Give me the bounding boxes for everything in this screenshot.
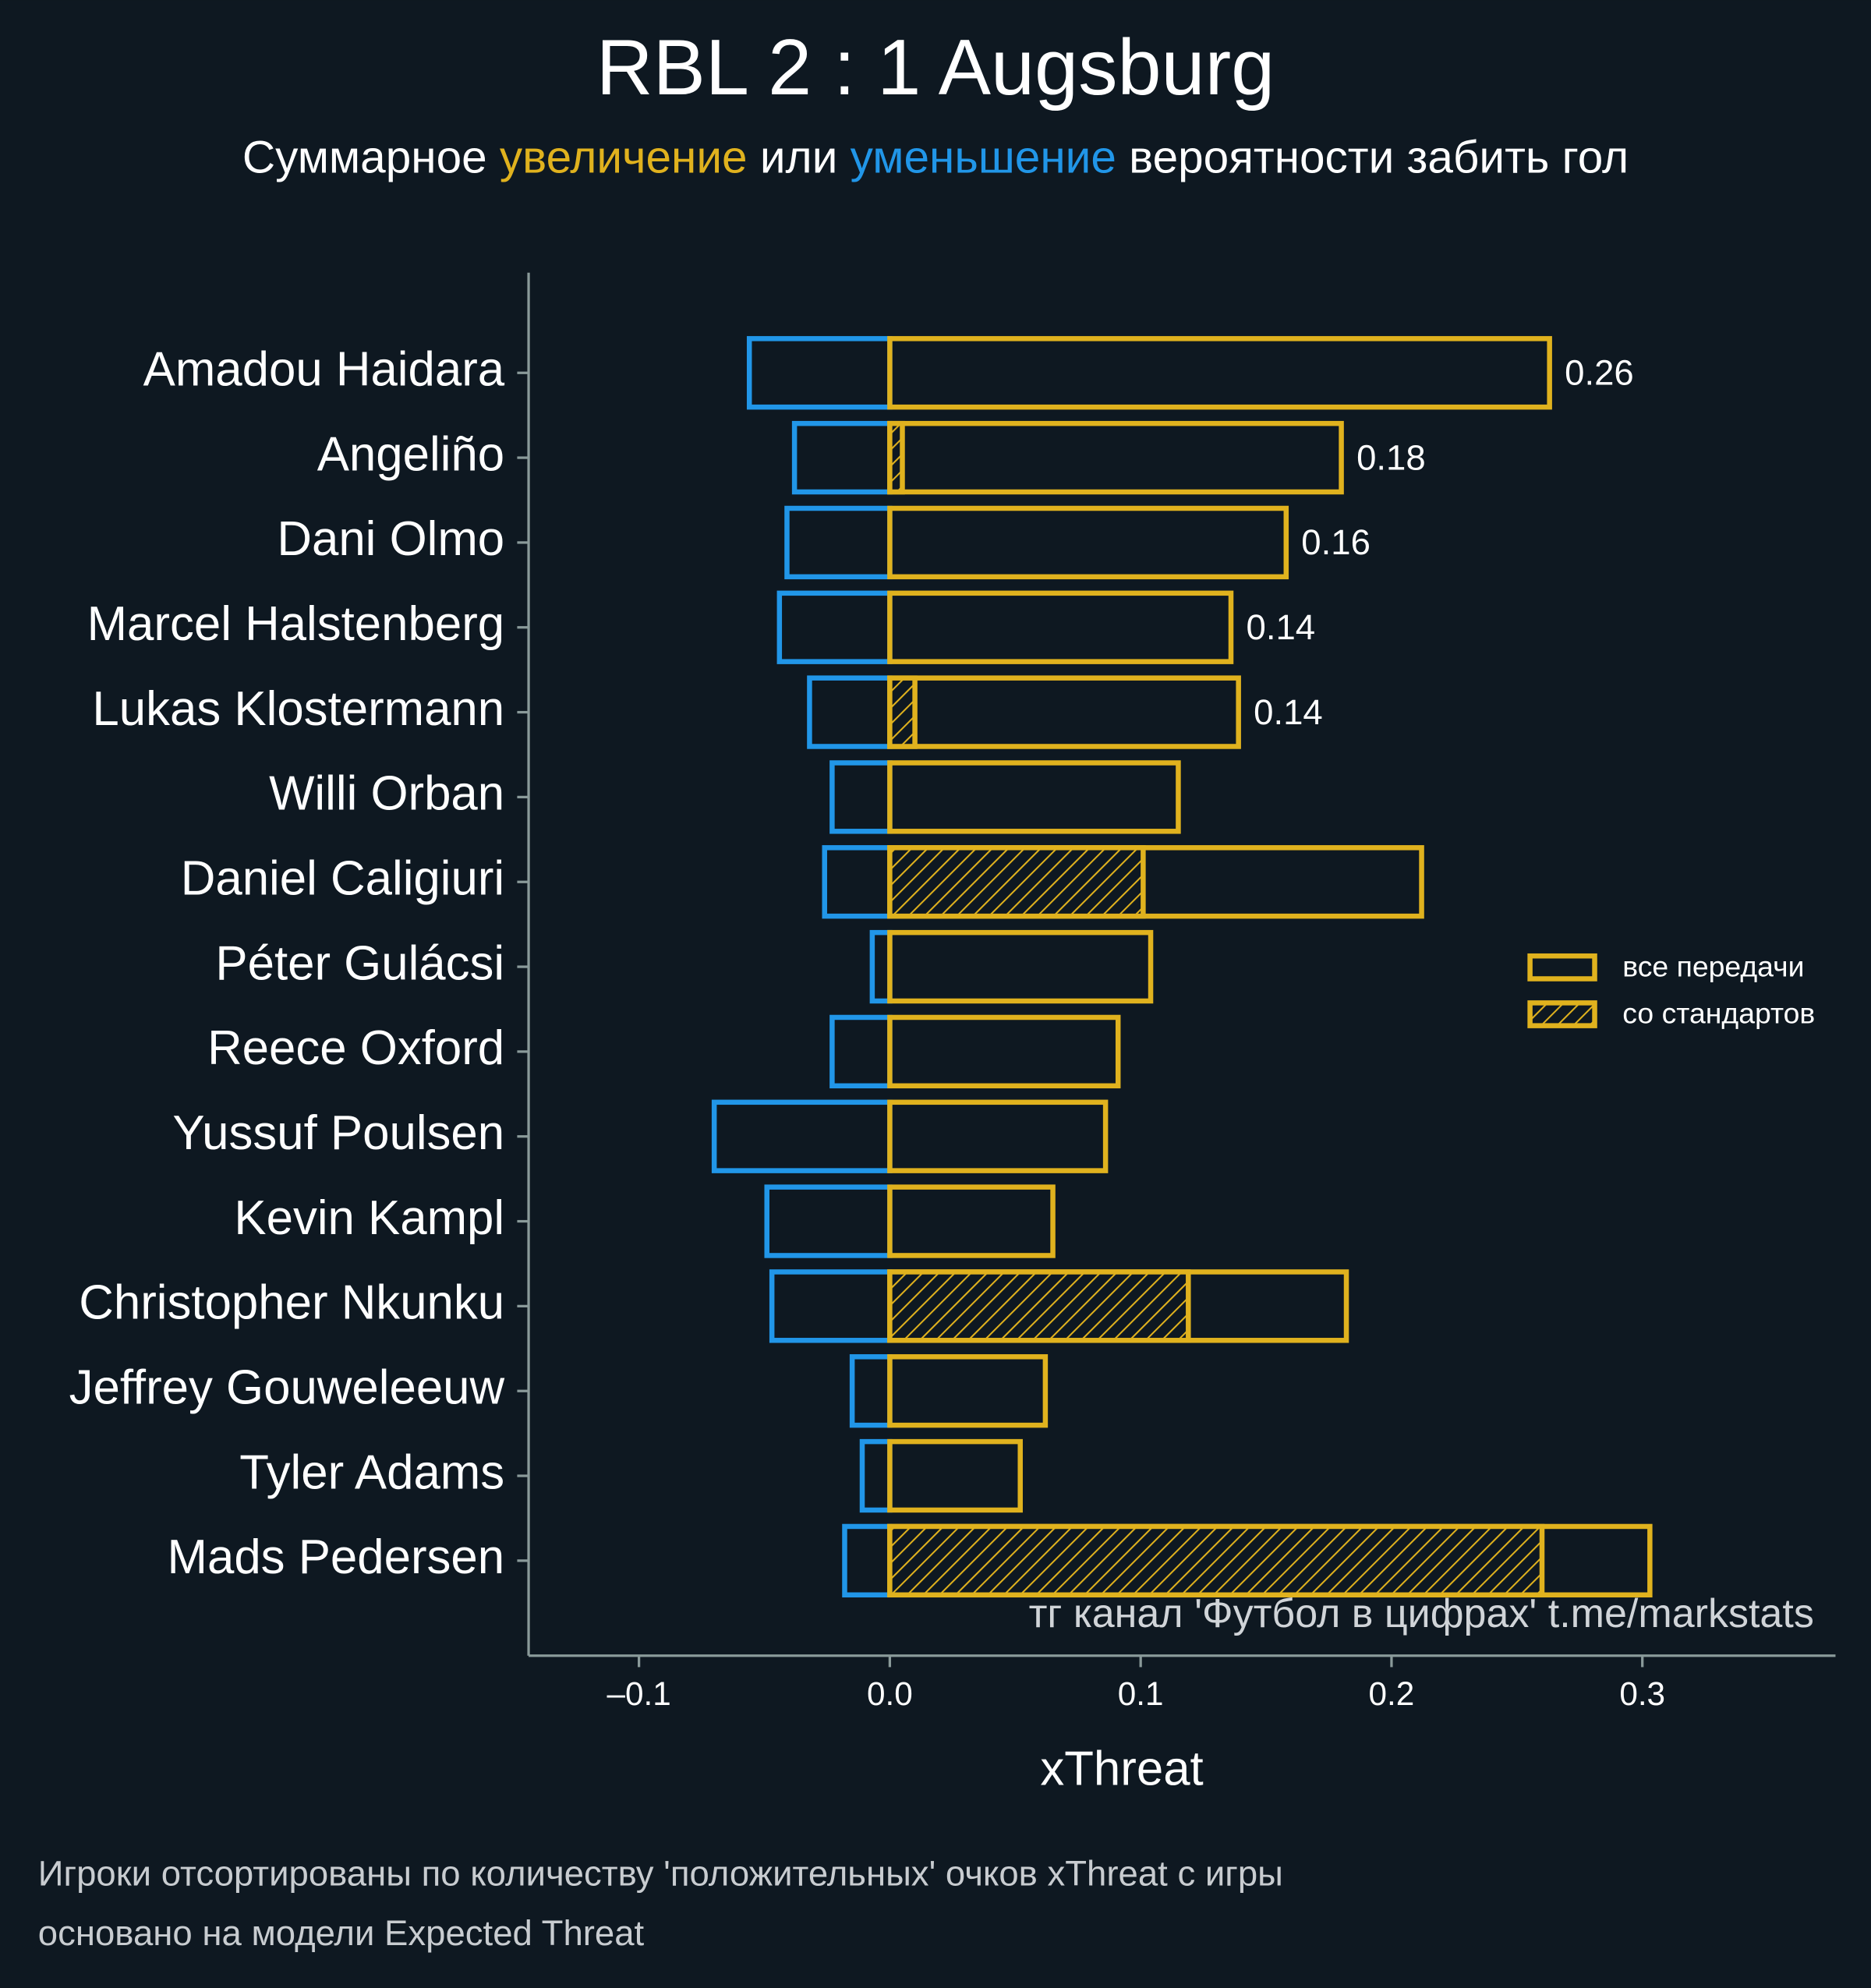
- chart-subtitle: Суммарное увеличение или уменьшение вероятно…: [242, 133, 1629, 183]
- subtitle-part: вероятности забить гол: [1129, 133, 1629, 183]
- y-tick-label: Mads Pedersen: [168, 1530, 505, 1584]
- x-tick-label: 0.2: [1369, 1675, 1415, 1712]
- y-tick-label: Péter Gulácsi: [215, 936, 504, 990]
- bar: [887, 1269, 1191, 1343]
- bar: [887, 336, 1552, 410]
- value-label: 0.14: [1247, 607, 1316, 647]
- y-tick-label: Dani Olmo: [277, 512, 504, 566]
- y-tick-label: Yussuf Poulsen: [172, 1106, 504, 1160]
- value-label: 0.16: [1301, 522, 1371, 562]
- value-label: 0.14: [1254, 692, 1323, 732]
- bar: [887, 760, 1181, 834]
- x-tick-label: 0.3: [1619, 1675, 1665, 1712]
- subtitle-part: Суммарное: [242, 133, 487, 183]
- subtitle-part: уменьшение: [851, 133, 1116, 183]
- x-tick-label: –0.1: [607, 1675, 670, 1712]
- footnote: Игроки отсортированы по количеству 'поло…: [38, 1854, 1283, 1894]
- x-tick-label: 0.1: [1118, 1675, 1164, 1712]
- legend-label: со стандартов: [1622, 997, 1815, 1030]
- footnote: основано на модели Expected Threat: [38, 1913, 645, 1953]
- y-tick-label: Willi Orban: [269, 767, 504, 821]
- bar: [887, 420, 905, 495]
- y-tick-label: Amadou Haidara: [143, 343, 505, 397]
- y-tick-label: Kevin Kampl: [234, 1191, 504, 1245]
- y-tick-label: Lukas Klostermann: [92, 682, 504, 736]
- bar: [887, 1523, 1545, 1598]
- bar: [887, 1184, 1056, 1258]
- y-tick-label: Angeliño: [317, 427, 504, 481]
- x-tick-label: 0.0: [867, 1675, 913, 1712]
- bar: [887, 1014, 1121, 1089]
- legend-label: все передачи: [1622, 950, 1804, 982]
- legend-swatch: [1527, 953, 1597, 982]
- y-tick-label: Christopher Nkunku: [79, 1276, 504, 1330]
- legend-swatch: [1527, 1000, 1597, 1028]
- y-tick-label: Tyler Adams: [239, 1445, 504, 1499]
- bar: [887, 1354, 1049, 1428]
- y-tick-label: Daniel Caligiuri: [181, 852, 504, 906]
- bar: [887, 675, 918, 749]
- bar: [887, 929, 1154, 1004]
- bar: [887, 505, 1289, 580]
- chart-title: RBL 2 : 1 Augsburg: [596, 24, 1275, 111]
- y-tick-label: Jeffrey Gouweleeuw: [69, 1361, 505, 1415]
- bar: [887, 1099, 1109, 1173]
- watermark: тг канал 'Футбол в цифрах' t.me/markstat…: [1029, 1591, 1814, 1636]
- y-tick-label: Reece Oxford: [207, 1021, 504, 1075]
- bar: [887, 1438, 1023, 1513]
- y-tick-label: Marcel Halstenberg: [87, 597, 505, 651]
- bar: [887, 845, 1146, 919]
- subtitle-part: или: [760, 133, 838, 183]
- value-label: 0.18: [1356, 437, 1426, 477]
- x-axis-label: xThreat: [1040, 1742, 1203, 1796]
- bar: [887, 590, 1234, 664]
- value-label: 0.26: [1565, 353, 1634, 393]
- subtitle-part: увеличение: [500, 133, 748, 183]
